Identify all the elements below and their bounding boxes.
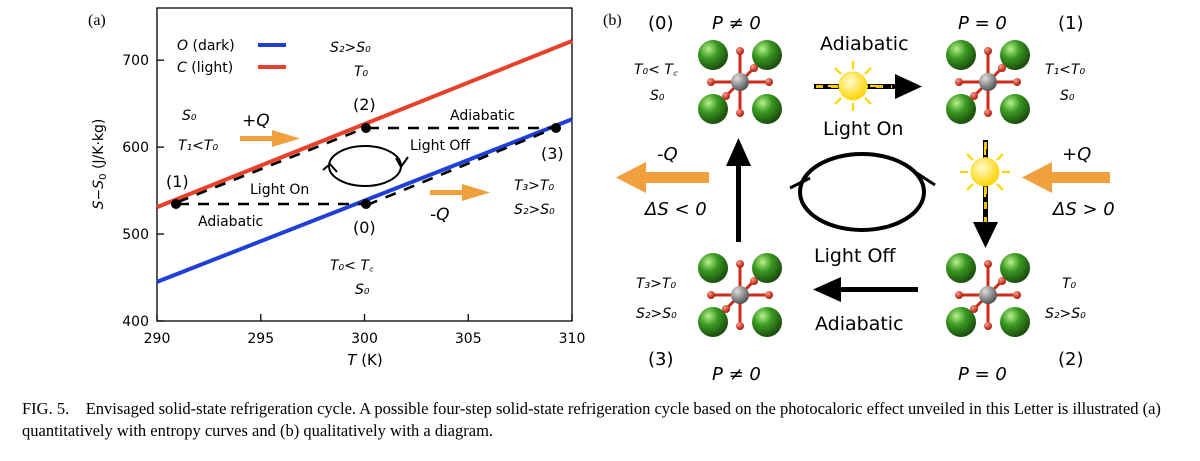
corner-tl-temp: T₀< T꜀ <box>634 62 678 78</box>
corner-bl-temp: T₃>T₀ <box>636 276 676 292</box>
caption-text: Envisaged solid-state refrigeration cycl… <box>22 399 1166 440</box>
heat-in-icon-b <box>1022 162 1052 193</box>
corner-tl-entropy: S₀ <box>650 88 665 104</box>
label-minus-q: -Q <box>657 144 678 165</box>
legend-dark-label: O (dark) <box>177 38 235 54</box>
point-0 <box>361 199 371 209</box>
annot-plus-q: +Q <box>242 111 270 131</box>
corner-tr-entropy: S₀ <box>1060 88 1075 104</box>
label-plus-q: +Q <box>1062 144 1091 165</box>
annot-label-1: (1) <box>166 172 189 191</box>
corner-bl-entropy: S₂>S₀ <box>636 306 677 322</box>
corner-tr-temp: T₁<T₀ <box>1045 62 1085 78</box>
annot-label-0: (0) <box>353 218 376 237</box>
label-adiabatic-top: Adiabatic <box>820 33 909 55</box>
sun-icon-right <box>958 145 1012 199</box>
arrow-left-icon <box>726 138 751 166</box>
annot-label-3: (3) <box>541 144 564 163</box>
annot-minus-q: -Q <box>430 205 450 225</box>
figure: (a) O (dark) <box>88 7 1115 385</box>
heat-out-icon-b <box>616 162 646 193</box>
legend: O (dark) C (light) <box>177 38 286 76</box>
arrow-bottom-shaft <box>840 287 918 292</box>
loop-arrow-left <box>322 162 338 173</box>
cycle-loop-large <box>798 152 926 232</box>
annot-adiabatic-top: Adiabatic <box>450 108 515 124</box>
label-light-off: Light Off <box>814 245 896 267</box>
figure-caption: FIG. 5. Envisaged solid-state refrigerat… <box>22 398 1182 442</box>
annot-adiabatic-bottom: Adiabatic <box>198 214 263 230</box>
annot-s0-bottom: S₀ <box>355 282 370 298</box>
panel-b: (b) (0) P ≠ 0 P = 0 (1) P = 0 (2) P ≠ 0 … <box>603 12 1115 385</box>
crystal-br <box>944 251 1032 339</box>
annot-s2-right: S₂>S₀ <box>514 202 555 218</box>
heat-in-arrow-icon <box>272 130 300 147</box>
corner-tr-number: (1) <box>1058 13 1084 34</box>
y-tick-label: 500 <box>122 227 149 243</box>
cycle-loop <box>328 145 402 187</box>
corner-tl-number: (0) <box>648 13 674 34</box>
y-axis-ticks: 400 500 600 700 <box>122 53 164 330</box>
panel-a: (a) O (dark) <box>88 7 586 369</box>
legend-light-label: C (light) <box>177 60 233 76</box>
annot-light-off: Light Off <box>410 138 470 154</box>
point-1 <box>171 199 181 209</box>
annot-s0-left: S₀ <box>182 108 197 124</box>
corner-br-temp: T₀ <box>1062 276 1077 292</box>
annot-label-2: (2) <box>353 95 376 114</box>
corner-br-number: (2) <box>1058 349 1084 370</box>
heat-out-arrow-shaft <box>430 190 464 195</box>
loop-arrow-right <box>395 156 409 169</box>
crystal-tr <box>944 38 1032 126</box>
dashed-light-off-path <box>366 126 556 207</box>
annot-t0-tc: T₀< T꜀ <box>330 258 374 274</box>
annot-t1-left: T₁<T₀ <box>178 138 218 154</box>
corner-br-polarization: P = 0 <box>958 364 1007 385</box>
cycle-tick-right <box>911 168 936 187</box>
annot-t0-top: T₀ <box>354 64 369 80</box>
annot-s2-top: S₂>S₀ <box>330 40 371 56</box>
x-tick-label: 310 <box>559 331 586 347</box>
caption-title: FIG. 5. <box>22 399 70 418</box>
x-tick-label: 305 <box>455 331 482 347</box>
annot-light-on: Light On <box>250 182 309 198</box>
annot-t3-right: T₃>T₀ <box>514 178 554 194</box>
heat-in-shaft-b <box>1050 172 1110 183</box>
corner-tl-polarization: P ≠ 0 <box>712 13 761 34</box>
label-adiabatic-bottom: Adiabatic <box>815 313 904 335</box>
cycle-tick-left <box>789 176 811 190</box>
x-tick-label: 290 <box>144 331 171 347</box>
x-tick-label: 300 <box>351 331 378 347</box>
heat-out-arrow-icon <box>462 184 490 201</box>
label-ds-positive: ΔS > 0 <box>1051 199 1115 220</box>
x-axis-label: T (K) <box>347 351 382 369</box>
corner-bl-number: (3) <box>648 349 674 370</box>
crystal-bl <box>696 251 784 339</box>
sun-icon-top <box>826 59 880 113</box>
panel-a-label: (a) <box>88 12 106 29</box>
heat-in-arrow-shaft <box>240 136 274 141</box>
arrow-top-icon <box>895 74 922 99</box>
dashed-light-on-path <box>177 126 366 204</box>
point-3 <box>551 123 561 133</box>
panel-b-label: (b) <box>603 12 622 29</box>
corner-bl-polarization: P ≠ 0 <box>712 364 761 385</box>
arrow-left-shaft <box>736 164 741 242</box>
x-tick-label: 295 <box>247 331 274 347</box>
label-light-on: Light On <box>823 118 903 140</box>
crystal-tl <box>696 38 784 126</box>
label-ds-negative: ΔS < 0 <box>643 199 707 220</box>
y-tick-label: 400 <box>122 314 149 330</box>
y-tick-label: 700 <box>122 53 149 69</box>
arrow-right-icon <box>973 222 998 248</box>
x-axis-ticks: 290 295 300 305 310 <box>144 314 586 347</box>
point-2 <box>361 123 371 133</box>
heat-out-shaft-b <box>644 172 709 183</box>
y-tick-label: 600 <box>122 140 149 156</box>
corner-br-entropy: S₂>S₀ <box>1045 306 1086 322</box>
corner-tr-polarization: P = 0 <box>958 13 1007 34</box>
arrow-bottom-icon <box>813 277 841 302</box>
y-axis-label: S−S0 (J/K·kg) <box>91 119 109 210</box>
